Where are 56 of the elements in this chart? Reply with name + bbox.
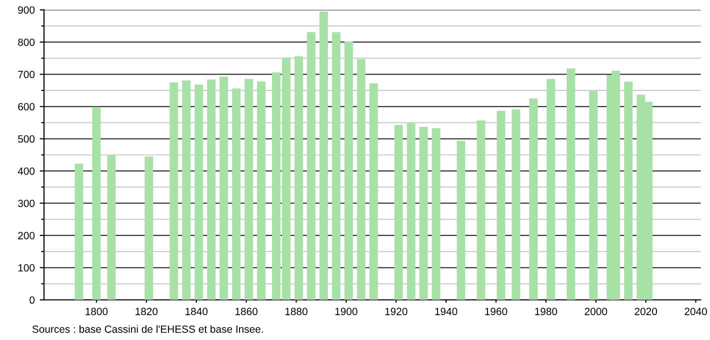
x-tick-label: 1920 [385, 308, 408, 316]
x-tick-label: 1980 [535, 308, 558, 316]
bar [496, 110, 506, 300]
x-tick-label: 1880 [285, 308, 308, 316]
bar [369, 83, 378, 300]
bar [332, 32, 340, 300]
bar [344, 41, 353, 300]
y-tick-label: 400 [18, 167, 35, 175]
y-tick-label: 0 [30, 296, 35, 304]
bar [220, 76, 228, 300]
x-tick-label: 2000 [584, 308, 608, 316]
y-tick-label: 500 [18, 135, 35, 143]
bar [546, 78, 556, 300]
bar [244, 78, 254, 300]
y-tick-label: 200 [18, 232, 35, 240]
bar [257, 81, 266, 300]
source-note: Sources : base Cassini de l'EHESS et base Insee. [32, 325, 263, 333]
x-tick-label: 1800 [86, 308, 108, 316]
bar [207, 79, 216, 300]
bar [512, 109, 520, 300]
y-tick-label: 100 [18, 264, 35, 272]
x-tick-label: 1960 [485, 308, 508, 316]
x-tick-label: 1860 [236, 308, 258, 316]
bar [432, 128, 440, 300]
bar [319, 11, 328, 300]
bar [182, 80, 191, 300]
bar [589, 91, 598, 300]
y-tick-label: 800 [18, 38, 35, 46]
bar [624, 82, 633, 300]
bar [529, 98, 538, 300]
bar [356, 59, 366, 300]
x-tick-label: 1900 [335, 308, 358, 316]
x-tick-label: 2040 [684, 308, 707, 316]
bar [566, 68, 576, 300]
bar [107, 155, 116, 300]
x-tick-label: 1940 [435, 308, 458, 316]
bar [194, 84, 204, 300]
bar [294, 56, 303, 300]
bar [456, 140, 466, 300]
y-tick-label: 600 [18, 103, 35, 110]
y-tick-label: 900 [18, 6, 35, 14]
bar [170, 82, 178, 300]
bar [92, 106, 101, 300]
x-tick-label: 1840 [186, 308, 208, 316]
x-tick-label: 2020 [634, 308, 658, 316]
bar [476, 120, 486, 300]
bar [406, 123, 416, 300]
bar [419, 126, 428, 300]
x-tick-label: 1820 [136, 308, 158, 316]
y-tick-label: 300 [18, 200, 35, 208]
bar [232, 88, 241, 300]
bar [394, 124, 403, 300]
bar [144, 156, 154, 300]
y-tick-label: 700 [18, 70, 35, 78]
bar [74, 164, 84, 300]
bar [306, 32, 316, 300]
